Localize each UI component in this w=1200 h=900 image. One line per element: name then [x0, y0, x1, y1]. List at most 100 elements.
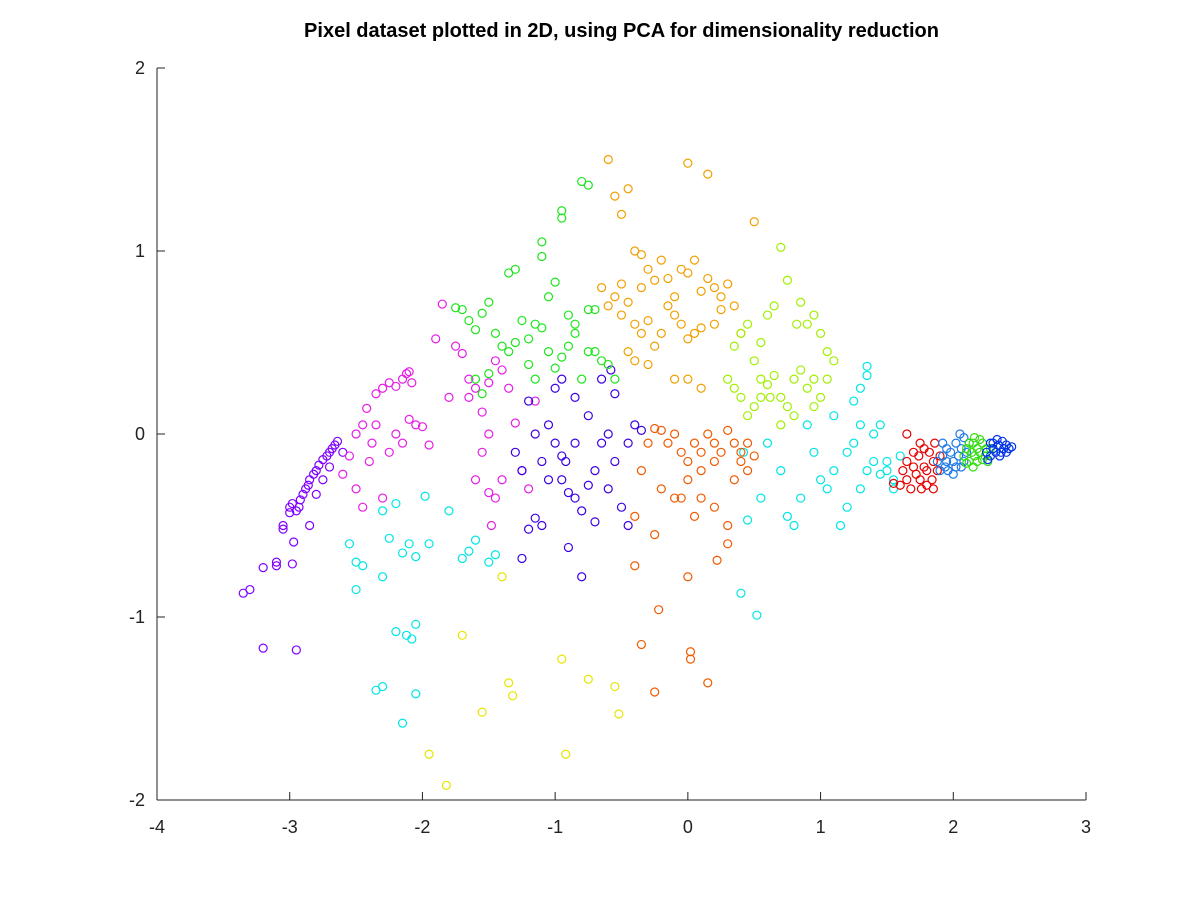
data-point — [623, 297, 633, 307]
data-point — [404, 414, 414, 424]
data-point — [729, 438, 739, 448]
data-point — [703, 169, 713, 179]
data-point — [809, 310, 819, 320]
data-point — [470, 325, 481, 335]
data-point — [696, 286, 706, 296]
x-tick-label: -2 — [414, 817, 430, 837]
data-point — [305, 475, 315, 485]
data-point — [543, 475, 554, 485]
data-point — [669, 292, 680, 302]
data-point — [656, 425, 666, 435]
data-point — [669, 429, 680, 439]
data-point — [614, 709, 624, 719]
data-point — [610, 681, 620, 692]
series-group — [338, 299, 540, 531]
data-point — [906, 484, 916, 494]
data-point — [683, 456, 693, 467]
data-point — [650, 275, 660, 285]
data-point — [742, 466, 753, 476]
data-point — [902, 475, 912, 485]
data-point — [550, 363, 560, 373]
data-point — [417, 422, 428, 432]
data-point — [663, 301, 673, 311]
data-point — [696, 447, 706, 457]
data-point — [490, 356, 501, 366]
data-point — [583, 411, 593, 421]
data-point — [769, 370, 779, 381]
data-point — [610, 374, 620, 384]
data-point — [752, 610, 762, 620]
data-point — [975, 434, 985, 445]
data-point — [484, 297, 494, 307]
data-point — [676, 319, 686, 329]
data-point — [723, 374, 733, 384]
data-point — [563, 310, 574, 320]
data-point — [723, 425, 733, 435]
data-point — [484, 557, 494, 567]
data-point — [470, 374, 481, 384]
data-point — [537, 456, 547, 467]
data-point — [703, 678, 713, 688]
data-point — [636, 639, 647, 650]
data-point — [959, 456, 969, 467]
data-point — [928, 456, 938, 467]
data-point — [656, 484, 666, 494]
data-point — [583, 347, 593, 357]
data-point — [769, 301, 779, 311]
data-point — [294, 502, 304, 512]
data-point — [397, 548, 408, 558]
x-tick-label: -4 — [149, 817, 165, 837]
data-point — [742, 515, 753, 525]
data-point — [782, 511, 792, 521]
data-point — [689, 438, 700, 448]
x-tick-label: 0 — [683, 817, 693, 837]
data-point — [610, 389, 620, 399]
data-point — [285, 508, 295, 518]
data-point — [709, 283, 720, 293]
data-point — [822, 374, 832, 384]
data-point — [557, 475, 567, 485]
data-point — [537, 323, 547, 333]
data-point — [756, 493, 766, 503]
data-point — [470, 383, 481, 393]
data-point — [464, 392, 474, 402]
data-point — [922, 466, 932, 476]
data-point — [603, 429, 613, 439]
data-point — [683, 334, 693, 344]
data-point — [683, 268, 693, 278]
data-point — [782, 401, 792, 412]
data-point — [477, 407, 487, 417]
data-point — [523, 524, 534, 534]
data-point — [391, 429, 401, 439]
data-point — [338, 469, 348, 479]
data-point — [908, 447, 919, 457]
data-point — [696, 466, 706, 476]
data-point — [696, 383, 706, 393]
data-point — [669, 374, 680, 384]
data-point — [782, 275, 792, 285]
data-point — [550, 277, 560, 287]
data-point — [696, 323, 706, 333]
data-point — [927, 475, 937, 485]
x-tick-label: 3 — [1081, 817, 1091, 837]
data-point — [543, 347, 554, 357]
data-point — [517, 553, 527, 564]
data-point — [384, 447, 394, 457]
data-point — [683, 374, 693, 384]
data-point — [523, 484, 534, 494]
data-point — [875, 420, 885, 430]
data-point — [258, 562, 268, 573]
data-point — [829, 356, 839, 366]
data-point — [643, 315, 653, 326]
data-point — [669, 310, 680, 320]
data-point — [815, 475, 826, 485]
data-point — [391, 498, 401, 509]
data-point — [862, 361, 872, 371]
data-point — [424, 749, 434, 759]
data-point — [616, 209, 627, 219]
data-point — [683, 158, 693, 168]
data-point — [484, 378, 494, 388]
data-point — [895, 451, 905, 461]
y-tick-label: -1 — [129, 607, 145, 627]
data-point — [457, 553, 467, 564]
